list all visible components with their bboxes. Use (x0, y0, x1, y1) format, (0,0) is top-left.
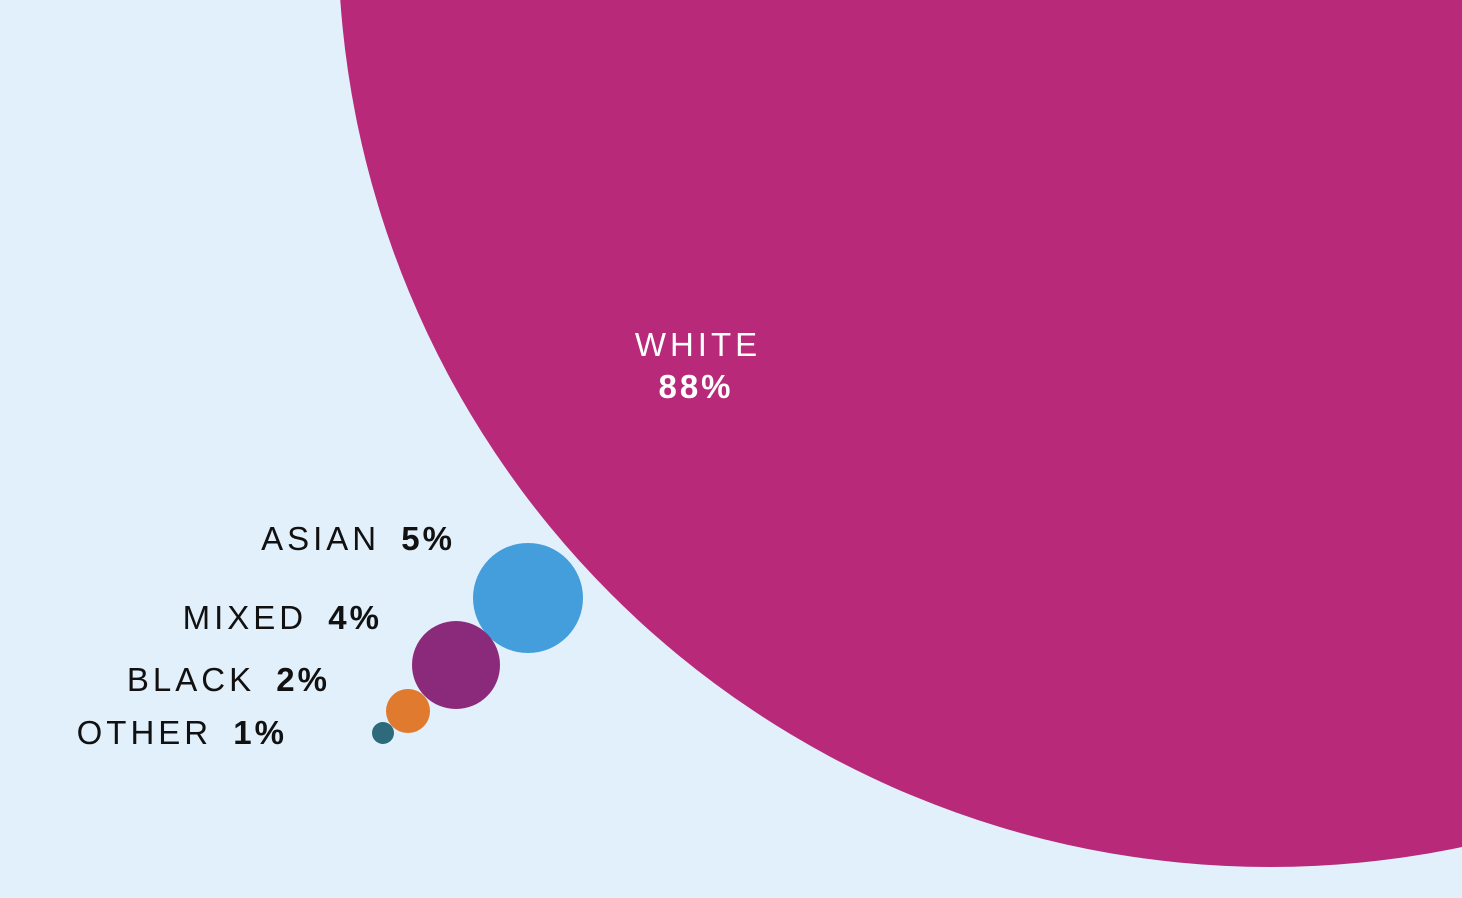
bubble-label-black: BLACK 2% (127, 661, 330, 698)
bubble-value-mixed: 4% (328, 599, 382, 636)
bubble-value-other: 1% (233, 714, 287, 751)
bubble-value-asian: 5% (401, 520, 455, 557)
bubble-mixed (412, 621, 500, 709)
bubble-other (372, 722, 394, 744)
bubble-label-asian: ASIAN 5% (261, 520, 455, 557)
bubble-black (386, 689, 430, 733)
bubble-label-mixed: MIXED 4% (183, 599, 382, 636)
bubble-asian (473, 543, 583, 653)
bubble-label-name-asian: ASIAN (261, 520, 393, 557)
bubble-label-name-other: OTHER (77, 714, 226, 751)
bubble-label-other: OTHER 1% (77, 714, 287, 751)
bubble-label-name-mixed: MIXED (183, 599, 321, 636)
bubble-white (340, 0, 1462, 867)
bubble-value-black: 2% (276, 661, 330, 698)
bubble-value-white: 88% (658, 368, 733, 405)
bubble-label-white: WHITE (635, 326, 761, 363)
bubble-label-name-black: BLACK (127, 661, 268, 698)
